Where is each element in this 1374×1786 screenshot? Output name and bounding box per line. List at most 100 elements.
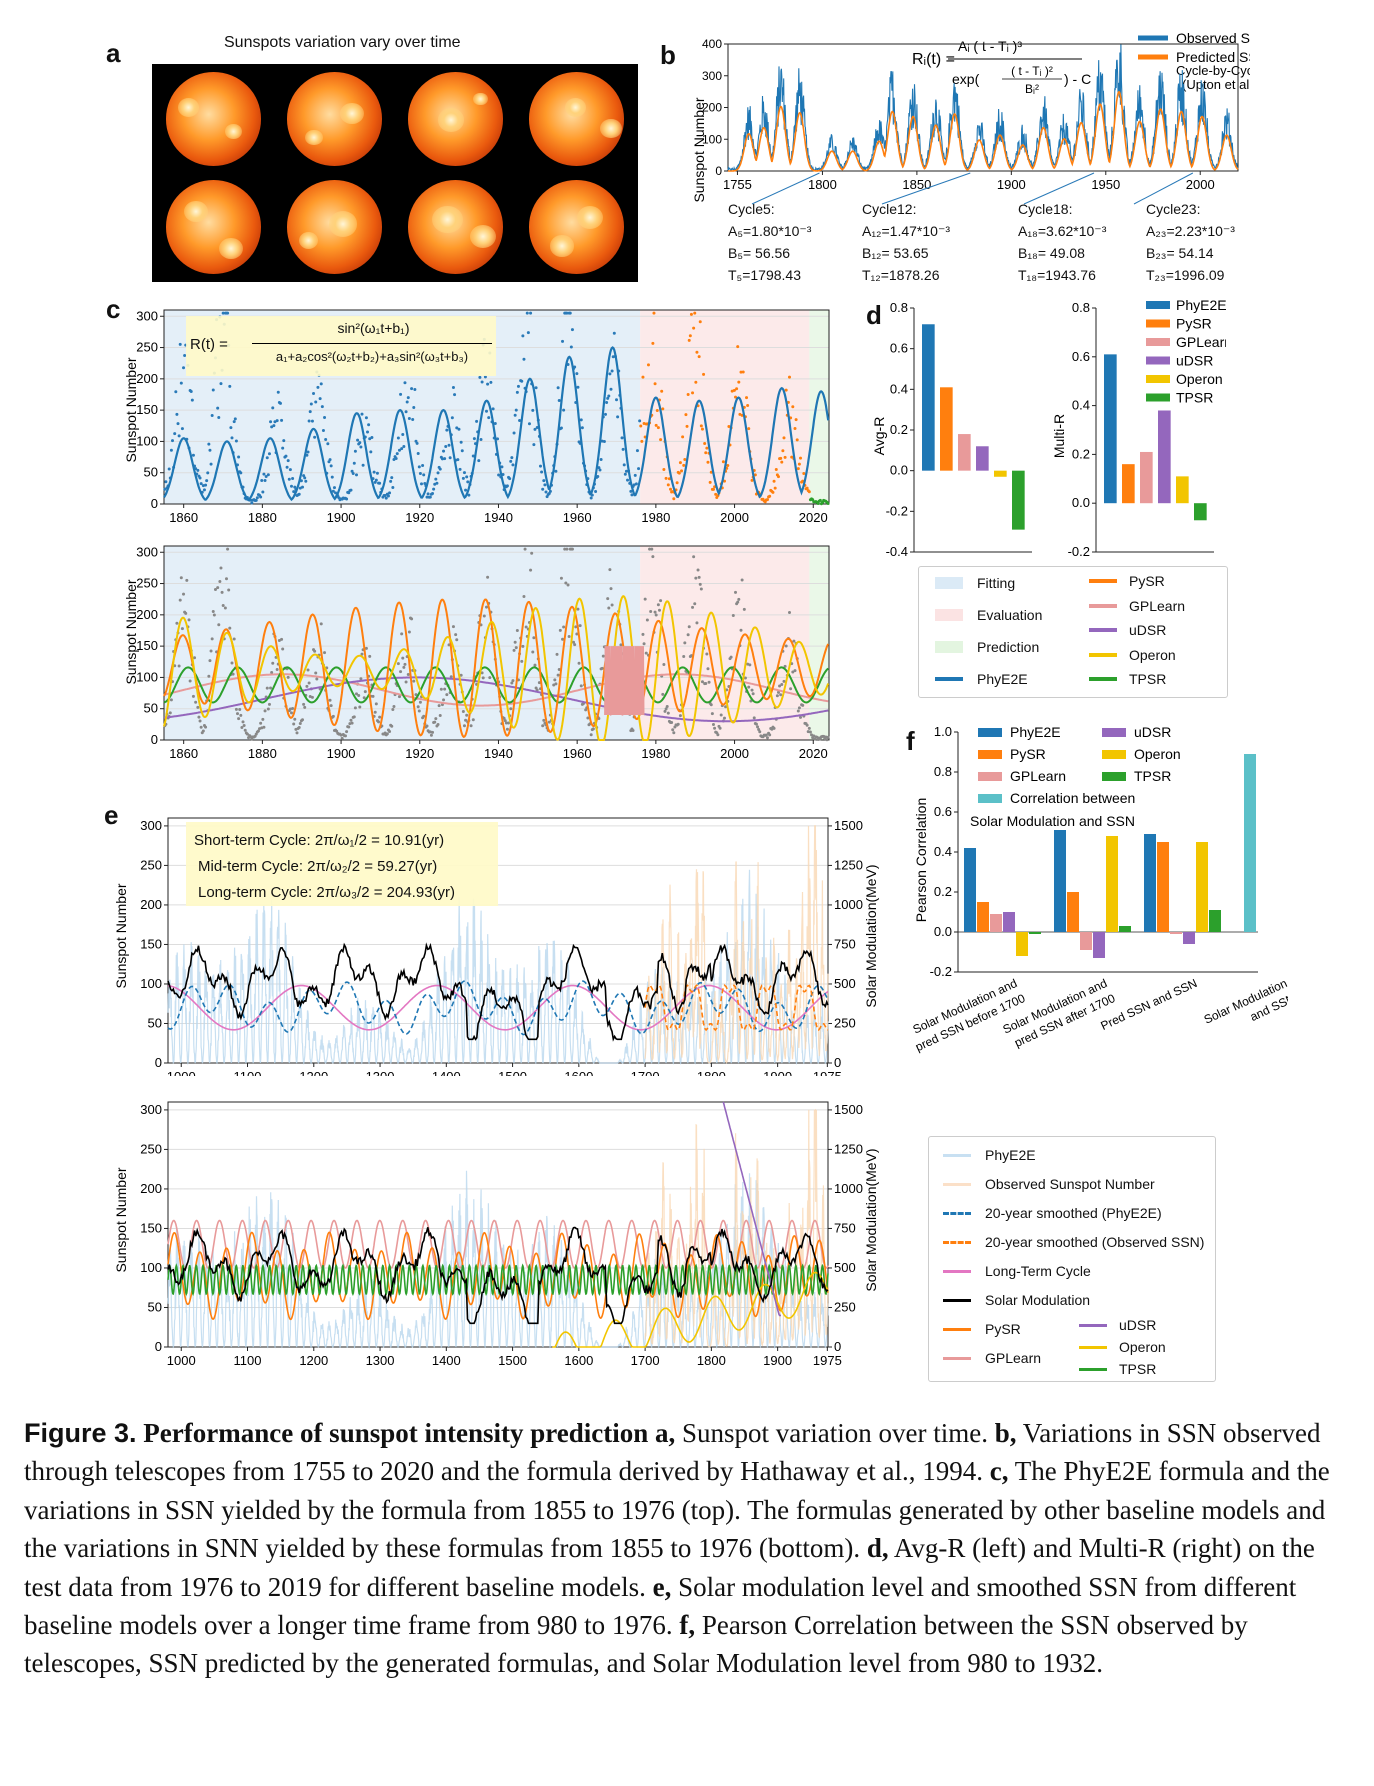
d-legend-swatch-gplearn (1146, 338, 1170, 346)
b-xtick-label-1950: 1950 (1091, 177, 1120, 192)
e-short-term: Short-term Cycle: 2π/ω₁/2 = 10.91(yr) (194, 832, 445, 849)
f-ytick-label--0.2: -0.2 (930, 964, 952, 979)
d-box-legend-left-item-2: Prediction (935, 639, 1039, 655)
d-box-legend-label: uDSR (1129, 622, 1167, 638)
e-top-y2tick-label-0: 0 (834, 1055, 841, 1070)
c-bottom-plot-frame (163, 545, 830, 741)
e-legend-swatch (943, 1153, 971, 1157)
e-legend-swatch (1079, 1367, 1107, 1371)
caption-e-text: Solar modulation level and smoothed SSN … (24, 1571, 1297, 1641)
sun-image-3 (396, 66, 515, 172)
e-legend-item-7: GPLearn (943, 1350, 1041, 1366)
d-box-legend-swatch (935, 641, 963, 653)
f-legend-swatch-gplearn (978, 772, 1002, 781)
f-legend-label-pysr: PySR (1010, 746, 1046, 762)
d-box-legend-right-item-2: uDSR (1089, 622, 1166, 638)
b-annotation-cycle-3: Cycle18: A₁₈=3.62*10⁻³ B₁₈= 49.08 T₁₈=1943.… (1018, 198, 1106, 286)
e-bottom-phye2e-faint (167, 1170, 829, 1350)
f-bar-corr-3 (1244, 754, 1256, 932)
c-top-xtick-label-1960: 1960 (563, 510, 592, 525)
caption-d-label: d, (866, 1533, 889, 1564)
e-bottom-plot-frame (167, 1101, 829, 1348)
b-annotation-cycle-2: Cycle12: A₁₂=1.47*10⁻³ B₁₂= 53.65 T₁₂=1878.… (862, 198, 950, 286)
f-bar-gplearn-1 (1080, 932, 1092, 950)
e-top-xtick-label-1000: 1000 (167, 1069, 196, 1076)
e-legend-swatch (943, 1211, 971, 1215)
e-top-xtick-label-1900: 1900 (763, 1069, 792, 1076)
c-top-ylabel: Sunspot Number (123, 357, 139, 462)
caption-e-label: e, (652, 1571, 672, 1602)
e-bottom-xtick-label-1300: 1300 (366, 1353, 395, 1368)
c-bottom-xtick-label-1900: 1900 (327, 746, 356, 761)
b-annotation-title: Cycle23: (1146, 201, 1201, 217)
b-observed-ssn-line (727, 44, 1239, 173)
e-bottom-gplearn-curve (167, 1219, 829, 1269)
f-ytick-label-1: 1.0 (934, 724, 952, 739)
e-bottom-xtick-label-1700: 1700 (631, 1353, 660, 1368)
f-legend-swatch-tpsr (1102, 772, 1126, 781)
c-formula-num: sin²(ω₁t+b₁) (337, 320, 410, 336)
d-legend-swatch-tpsr (1146, 393, 1170, 402)
d-right-bar-operon (1176, 476, 1189, 504)
c-top-ytick-label-200: 200 (136, 371, 158, 386)
e-legend-label: PySR (985, 1321, 1021, 1337)
b-formula-den-a: exp( (952, 71, 980, 87)
e-bottom-xtick-label-1000: 1000 (167, 1353, 196, 1368)
d-box-legend-label: Evaluation (977, 607, 1043, 623)
e-legend-swatch (943, 1327, 971, 1331)
d-legend-label-udsr: uDSR (1176, 353, 1213, 369)
b-annotation-title: Cycle12: (862, 201, 917, 217)
e-bottom-operon-curve (552, 1271, 829, 1348)
c-bottom-ylabel: Sunspot Number (123, 579, 139, 684)
e-bottom-xtick-label-1500: 1500 (498, 1353, 527, 1368)
b-xtick-label-1755: 1755 (723, 177, 752, 192)
c-top-xtick-label-1940: 1940 (484, 510, 513, 525)
d-right-bar-pysr (1122, 464, 1135, 504)
e-legend-swatch (943, 1356, 971, 1360)
d-left-ytick-label--0.2: -0.2 (886, 503, 908, 518)
c-top-phye2e-curve (163, 346, 830, 502)
e-legend-right-item-1: Operon (1079, 1339, 1166, 1355)
d-box-legend-swatch (1089, 628, 1117, 632)
f-legend-label-udsr: uDSR (1134, 724, 1171, 740)
panel-letter-c: c (106, 294, 121, 324)
b-annotation-b: B₅= 56.56 (728, 245, 791, 261)
e-top-ytick-label-300: 300 (140, 818, 162, 833)
b-annotation-cycle-4: Cycle23: A₂₃=2.23*10⁻³ B₂₃= 54.14 T₂₃=1996.… (1146, 198, 1235, 286)
d-legend-label-operon: Operon (1176, 371, 1223, 387)
b-xtick-label-2000: 2000 (1186, 177, 1215, 192)
d-legend-swatch-phye2e (1146, 301, 1170, 309)
e-legend-item-0: PhyE2E (943, 1147, 1036, 1163)
d-right-bar-udsr (1158, 410, 1171, 504)
d-right-bar-gplearn (1140, 451, 1153, 504)
f-bar-operon-0 (1016, 932, 1028, 956)
c-bottom-ytick-label-100: 100 (136, 669, 158, 684)
c-top-xtick-label-2000: 2000 (720, 510, 749, 525)
e-bottom-y2tick-label-500: 500 (834, 1260, 856, 1275)
e-long-term: Long-term Cycle: 2π/ω₃/2 = 204.93(yr) (198, 884, 456, 901)
e-top-y2tick-label-500: 500 (834, 976, 856, 991)
f-legend-swatch-corr (978, 794, 1002, 803)
d-right-ylabel: Multi-R (1051, 414, 1067, 458)
e-legend-item-4: Long-Term Cycle (943, 1263, 1091, 1279)
d-box-legend-right-item-3: Operon (1089, 647, 1176, 663)
sun-image-6 (275, 174, 394, 280)
f-ytick-label-0.4: 0.4 (934, 844, 952, 859)
caption-a-label: a, (655, 1418, 676, 1448)
b-annotation-arrow-2 (881, 172, 971, 205)
e-bottom-xtick-label-1200: 1200 (299, 1353, 328, 1368)
d-legend-swatch-udsr (1146, 356, 1170, 365)
d-left-bar-pysr (940, 387, 953, 471)
e-bottom-ytick-label-150: 150 (140, 1220, 162, 1235)
c-bottom-gplearn-curve (163, 673, 829, 707)
f-legend-label-corr: Correlation between (1010, 790, 1135, 806)
d-box-legend-label: TPSR (1129, 671, 1167, 687)
c-bottom-xtick-label-2000: 2000 (720, 746, 749, 761)
e-legend-swatch (943, 1269, 971, 1273)
c-top-xtick-label-1920: 1920 (405, 510, 434, 525)
b-annotation-b: B₁₂= 53.65 (862, 245, 929, 261)
e-legend-label: Long-Term Cycle (985, 1263, 1091, 1279)
c-top-ytick-label-300: 300 (136, 308, 158, 323)
c-bottom-ytick-label-200: 200 (136, 607, 158, 622)
f-legend-label-tpsr: TPSR (1134, 768, 1171, 784)
